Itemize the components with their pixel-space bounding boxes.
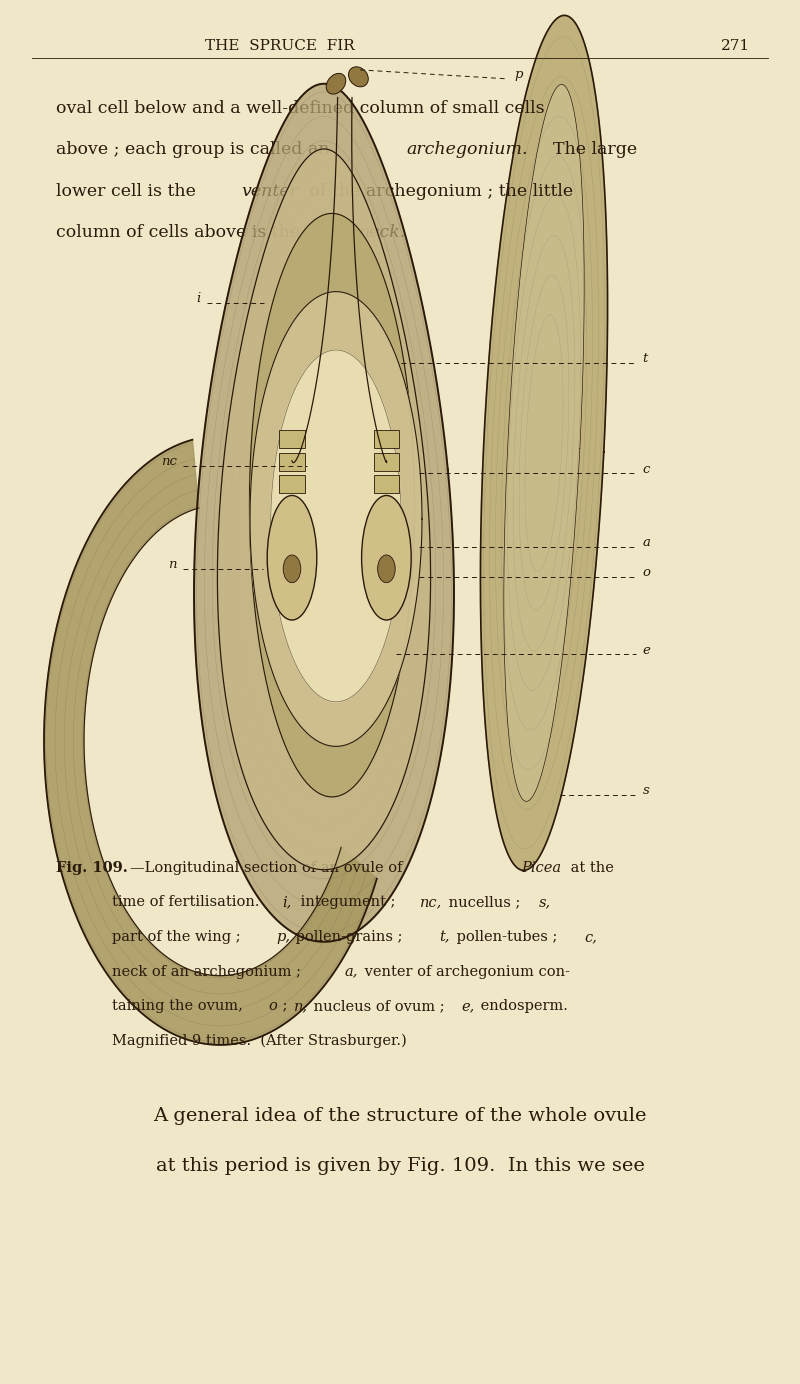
Text: venter of archegonium con-: venter of archegonium con- — [360, 965, 570, 978]
Text: i,: i, — [282, 895, 292, 909]
Text: —Longitudinal section of an ovule of: —Longitudinal section of an ovule of — [130, 861, 406, 875]
Text: time of fertilisation.: time of fertilisation. — [112, 895, 274, 909]
Text: pollen-tubes ;: pollen-tubes ; — [452, 930, 562, 944]
Polygon shape — [218, 149, 430, 869]
Ellipse shape — [267, 495, 317, 620]
Bar — [279, 453, 305, 471]
Polygon shape — [250, 292, 422, 746]
Text: at this period is given by Fig. 109.  In this we see: at this period is given by Fig. 109. In … — [155, 1157, 645, 1175]
Bar — [374, 430, 399, 448]
Text: A general idea of the structure of the whole ovule: A general idea of the structure of the w… — [154, 1107, 646, 1125]
Text: nc,: nc, — [420, 895, 442, 909]
Text: part of the wing ;: part of the wing ; — [112, 930, 246, 944]
Text: endosperm.: endosperm. — [476, 999, 568, 1013]
Text: Fig. 109.: Fig. 109. — [56, 861, 128, 875]
Polygon shape — [504, 84, 584, 801]
Text: oval cell below and a well-defined column of small cells: oval cell below and a well-defined colum… — [56, 100, 545, 116]
Text: Picea: Picea — [522, 861, 562, 875]
Text: pollen-grains ;: pollen-grains ; — [291, 930, 407, 944]
Text: e: e — [642, 644, 650, 656]
Text: c: c — [642, 462, 650, 476]
Bar — [374, 475, 399, 493]
Polygon shape — [250, 213, 414, 797]
Text: THE  SPRUCE  FIR: THE SPRUCE FIR — [205, 39, 355, 53]
Text: a: a — [642, 536, 650, 549]
Text: venter: venter — [242, 183, 298, 199]
Text: above ; each group is called an: above ; each group is called an — [56, 141, 335, 158]
Text: column of cells above is the: column of cells above is the — [56, 224, 306, 241]
Text: lower cell is the: lower cell is the — [56, 183, 202, 199]
Text: p: p — [514, 68, 523, 82]
Text: nc: nc — [161, 455, 177, 468]
Text: t,: t, — [439, 930, 450, 944]
Ellipse shape — [378, 555, 395, 583]
Ellipse shape — [362, 495, 411, 620]
Text: archegonium.: archegonium. — [406, 141, 528, 158]
Text: nucellus ;: nucellus ; — [444, 895, 525, 909]
Text: i: i — [196, 292, 201, 304]
Text: neck of an archegonium ;: neck of an archegonium ; — [112, 965, 306, 978]
Text: nucleus of ovum ;: nucleus of ovum ; — [309, 999, 449, 1013]
Polygon shape — [270, 350, 402, 702]
Polygon shape — [481, 15, 607, 871]
Text: o: o — [268, 999, 277, 1013]
Ellipse shape — [283, 555, 301, 583]
Bar — [279, 430, 305, 448]
Text: p,: p, — [277, 930, 290, 944]
Text: t: t — [642, 352, 648, 365]
Text: at the: at the — [566, 861, 614, 875]
Text: c,: c, — [585, 930, 598, 944]
Text: neck.: neck. — [358, 224, 406, 241]
Text: o: o — [642, 566, 650, 580]
Bar — [374, 453, 399, 471]
Ellipse shape — [349, 66, 368, 87]
Text: The large: The large — [542, 141, 638, 158]
Polygon shape — [44, 440, 377, 1045]
Text: of the archegonium ; the little: of the archegonium ; the little — [304, 183, 573, 199]
Text: taining the ovum,: taining the ovum, — [112, 999, 247, 1013]
Ellipse shape — [326, 73, 346, 94]
Text: s,: s, — [538, 895, 550, 909]
Text: e,: e, — [462, 999, 475, 1013]
Text: n,: n, — [294, 999, 308, 1013]
Text: Magnified 9 times.  (After Strasburger.): Magnified 9 times. (After Strasburger.) — [112, 1034, 406, 1048]
Text: s: s — [642, 785, 649, 797]
Text: integument ;: integument ; — [296, 895, 400, 909]
Text: 271: 271 — [722, 39, 750, 53]
Text: ;: ; — [278, 999, 293, 1013]
Text: n: n — [168, 558, 177, 572]
Text: a,: a, — [345, 965, 358, 978]
Polygon shape — [194, 84, 454, 941]
Bar — [279, 475, 305, 493]
